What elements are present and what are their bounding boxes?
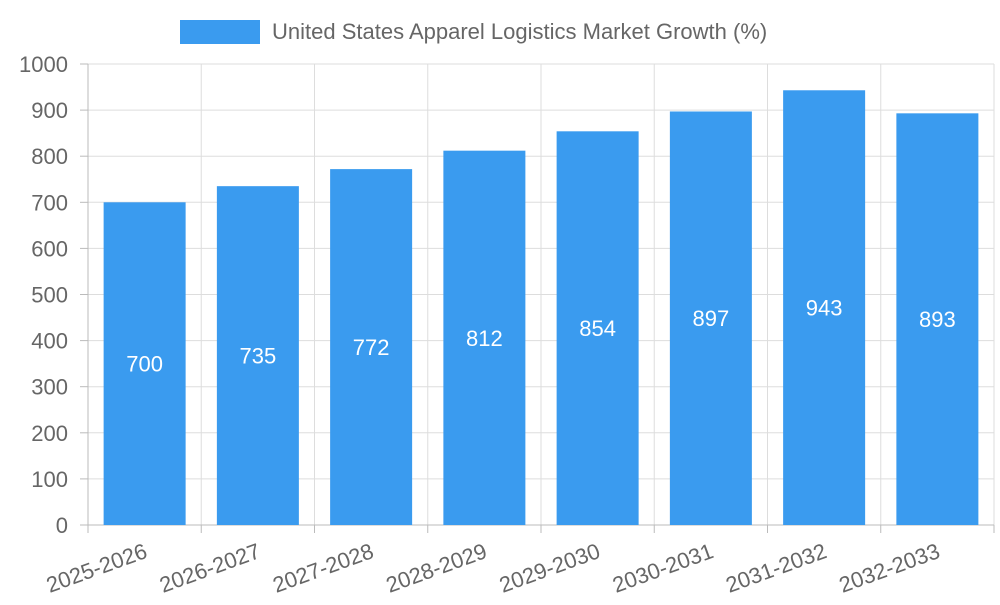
data-labels: 700 735 772 812 854 897 943 893 (126, 296, 955, 377)
y-tick-labels: 0 100 200 300 400 500 600 700 800 900 1000 (19, 52, 68, 538)
y-tick-label: 600 (31, 236, 68, 261)
y-tick-label: 1000 (19, 52, 68, 77)
data-label: 700 (126, 352, 163, 377)
y-tick-label: 0 (56, 513, 68, 538)
y-tick-label: 800 (31, 144, 68, 169)
bar (443, 150, 526, 525)
y-tick-label: 900 (31, 98, 68, 123)
data-label: 812 (466, 326, 503, 351)
y-tick-label: 400 (31, 329, 68, 354)
y-tick-label: 200 (31, 421, 68, 446)
y-tick-label: 300 (31, 375, 68, 400)
bar (103, 202, 186, 526)
data-label: 772 (353, 335, 390, 360)
x-tick-labels: 2025-2026 2026-2027 2027-2028 2028-2029 2029… (43, 538, 943, 597)
y-tick-label: 700 (31, 190, 68, 215)
x-tick-label: 2026-2027 (156, 538, 263, 597)
data-label: 943 (806, 296, 843, 321)
bar (330, 169, 413, 525)
data-label: 893 (919, 307, 956, 332)
bar (896, 113, 979, 526)
legend-label: United States Apparel Logistics Market G… (272, 19, 767, 44)
y-tick-label: 100 (31, 467, 68, 492)
bar (556, 131, 639, 525)
x-tick-label: 2029-2030 (496, 538, 603, 597)
x-tick-label: 2028-2029 (383, 538, 490, 597)
x-tick-label: 2030-2031 (609, 538, 716, 597)
legend-swatch (180, 20, 260, 44)
x-tick-label: 2032-2033 (836, 538, 943, 597)
bar (669, 111, 752, 525)
legend: United States Apparel Logistics Market G… (180, 19, 767, 44)
bars (103, 90, 979, 526)
x-tick-label: 2031-2032 (722, 538, 829, 597)
data-label: 735 (240, 344, 277, 369)
x-tick-label: 2027-2028 (269, 538, 376, 597)
y-tick-label: 500 (31, 283, 68, 308)
data-label: 897 (693, 306, 730, 331)
bar (783, 90, 866, 525)
data-label: 854 (579, 316, 616, 341)
x-tick-label: 2025-2026 (43, 538, 150, 597)
bar (216, 186, 299, 526)
